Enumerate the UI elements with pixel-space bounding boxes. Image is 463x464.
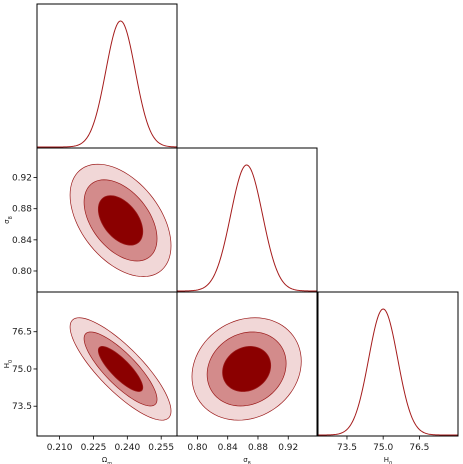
contour-1sigma — [222, 346, 272, 392]
y-tick-label: 76.5 — [12, 328, 32, 338]
contour-panel-om-s8 — [36, 147, 178, 293]
marginal-panel-h0 — [317, 291, 459, 437]
marginal-panel-om — [36, 3, 178, 149]
x-tick-label: 0.240 — [114, 443, 140, 453]
y-tick-label: 0.88 — [12, 205, 32, 215]
x-axis-label-om: Ωm — [102, 456, 112, 464]
x-tick-label: 73.5 — [337, 443, 357, 453]
x-tick-label: 0.88 — [248, 443, 268, 453]
marginal-curve-om — [37, 20, 178, 148]
y-axis-label-h0: H0 — [3, 360, 14, 368]
contour-panel-s8-h0 — [176, 291, 318, 437]
x-axis-label-s8: σ8 — [243, 456, 251, 464]
contour-1sigma — [97, 346, 144, 392]
panel-frame — [317, 291, 459, 437]
x-axis-label-h0: H0 — [384, 456, 392, 464]
y-tick-label: 0.92 — [12, 174, 32, 184]
y-tick-label: 0.80 — [12, 267, 32, 277]
y-tick-label: 73.5 — [12, 402, 32, 412]
y-tick-label: 75.0 — [12, 365, 32, 375]
x-tick-label: 0.80 — [187, 443, 207, 453]
x-tick-label: 0.210 — [47, 443, 73, 453]
marginal-curve-s8 — [177, 164, 317, 292]
y-axis-label-s8: σ8 — [3, 216, 14, 224]
marginal-panel-s8 — [176, 147, 318, 293]
contour-panel-om-h0 — [36, 291, 178, 437]
panel-frame — [176, 291, 318, 437]
x-tick-label: 0.255 — [148, 443, 174, 453]
x-tick-label: 0.84 — [218, 443, 238, 453]
y-axis-s8: 0.80 0.84 0.88 0.92 σ8 — [3, 174, 37, 277]
contour-1sigma — [97, 195, 144, 246]
y-axis-h0: 73.5 75.0 76.5 H0 — [3, 328, 37, 412]
x-tick-label: 0.225 — [81, 443, 107, 453]
x-axis-h0: 73.5 75.0 76.5 H0 — [337, 436, 429, 464]
panel-frame — [36, 3, 178, 149]
x-axis-s8: 0.80 0.84 0.88 0.92 σ8 — [187, 436, 298, 464]
x-axis-om: 0.210 0.225 0.240 0.255 Ωm — [47, 436, 174, 464]
x-tick-label: 76.5 — [409, 443, 429, 453]
x-tick-label: 75.0 — [373, 443, 393, 453]
marginal-curve-h0 — [318, 308, 458, 436]
panel-frame — [176, 147, 318, 293]
x-tick-label: 0.92 — [278, 443, 298, 453]
y-tick-label: 0.84 — [12, 236, 32, 246]
